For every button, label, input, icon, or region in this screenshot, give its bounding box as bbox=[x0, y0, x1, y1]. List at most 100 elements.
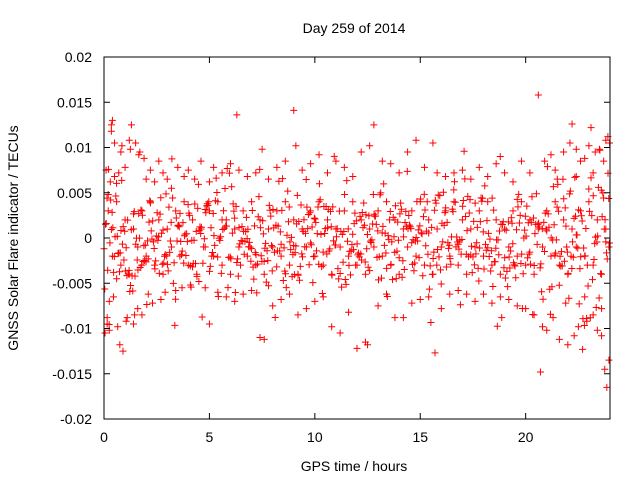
data-point bbox=[446, 255, 454, 263]
data-point bbox=[389, 213, 397, 221]
data-point bbox=[597, 270, 605, 278]
data-point bbox=[450, 169, 458, 177]
data-point bbox=[287, 246, 295, 254]
data-point bbox=[127, 282, 135, 290]
data-point bbox=[192, 227, 200, 235]
data-point bbox=[281, 198, 289, 206]
data-point bbox=[222, 293, 230, 301]
data-point bbox=[415, 254, 423, 262]
data-point bbox=[377, 189, 385, 197]
data-point bbox=[175, 221, 183, 229]
data-point bbox=[546, 310, 554, 318]
data-point bbox=[388, 238, 396, 246]
data-point bbox=[232, 202, 240, 210]
data-point bbox=[459, 197, 467, 205]
data-point bbox=[412, 252, 420, 260]
data-point bbox=[395, 254, 403, 262]
data-point bbox=[319, 248, 327, 256]
data-point bbox=[155, 157, 163, 165]
data-point bbox=[234, 272, 242, 280]
data-point bbox=[601, 216, 609, 224]
data-point bbox=[535, 223, 543, 231]
data-point bbox=[551, 166, 559, 174]
data-point bbox=[425, 216, 433, 224]
data-point bbox=[297, 201, 305, 209]
data-point bbox=[358, 208, 366, 216]
data-point bbox=[447, 260, 455, 268]
data-point bbox=[255, 193, 263, 201]
data-point bbox=[228, 183, 236, 191]
data-point bbox=[173, 237, 181, 245]
data-point bbox=[493, 322, 501, 330]
data-point bbox=[119, 223, 127, 231]
data-point bbox=[405, 212, 413, 220]
data-point bbox=[399, 314, 407, 322]
data-point bbox=[205, 178, 213, 186]
data-point bbox=[271, 313, 279, 321]
data-point bbox=[442, 263, 450, 271]
data-point bbox=[282, 284, 290, 292]
data-point bbox=[302, 305, 310, 313]
data-point bbox=[560, 195, 568, 203]
data-point bbox=[298, 250, 306, 258]
data-point bbox=[422, 242, 430, 250]
data-point bbox=[439, 238, 447, 246]
data-point bbox=[352, 261, 360, 269]
data-point bbox=[336, 270, 344, 278]
data-point bbox=[179, 219, 187, 227]
data-point bbox=[103, 314, 111, 322]
data-point bbox=[592, 304, 600, 312]
data-point bbox=[539, 243, 547, 251]
data-point bbox=[504, 218, 512, 226]
data-point bbox=[563, 248, 571, 256]
data-point bbox=[110, 253, 118, 261]
data-point bbox=[144, 290, 152, 298]
data-point bbox=[508, 219, 516, 227]
data-point bbox=[543, 326, 551, 334]
data-point bbox=[511, 262, 519, 270]
data-point bbox=[250, 275, 258, 283]
data-point bbox=[510, 261, 518, 269]
data-point bbox=[589, 192, 597, 200]
data-point bbox=[552, 236, 560, 244]
data-point bbox=[471, 199, 479, 207]
data-point bbox=[532, 190, 540, 198]
y-tick-label: 0.015 bbox=[57, 94, 92, 110]
data-point bbox=[492, 244, 500, 252]
data-point bbox=[488, 194, 496, 202]
data-point bbox=[428, 223, 436, 231]
data-point bbox=[308, 223, 316, 231]
data-point bbox=[577, 212, 585, 220]
data-point bbox=[526, 169, 534, 177]
data-point bbox=[176, 252, 184, 260]
data-point bbox=[539, 323, 547, 331]
data-point bbox=[589, 276, 597, 284]
data-point bbox=[264, 225, 272, 233]
data-point bbox=[211, 241, 219, 249]
data-point bbox=[280, 244, 288, 252]
data-point bbox=[496, 227, 504, 235]
data-point bbox=[345, 261, 353, 269]
data-point bbox=[502, 226, 510, 234]
data-point bbox=[115, 268, 123, 276]
data-point bbox=[302, 175, 310, 183]
data-point bbox=[121, 163, 129, 171]
data-point bbox=[386, 216, 394, 224]
data-point bbox=[479, 228, 487, 236]
data-point bbox=[571, 173, 579, 181]
data-point bbox=[202, 209, 210, 217]
data-point bbox=[348, 241, 356, 249]
data-point bbox=[424, 250, 432, 258]
data-point bbox=[332, 157, 340, 165]
data-point bbox=[205, 320, 213, 328]
data-point bbox=[281, 157, 289, 165]
data-point bbox=[180, 198, 188, 206]
data-point bbox=[277, 296, 285, 304]
data-point bbox=[349, 246, 357, 254]
data-point bbox=[160, 259, 168, 267]
data-point bbox=[142, 175, 150, 183]
data-point bbox=[166, 237, 174, 245]
data-point bbox=[131, 272, 139, 280]
data-point bbox=[159, 169, 167, 177]
data-point bbox=[395, 270, 403, 278]
